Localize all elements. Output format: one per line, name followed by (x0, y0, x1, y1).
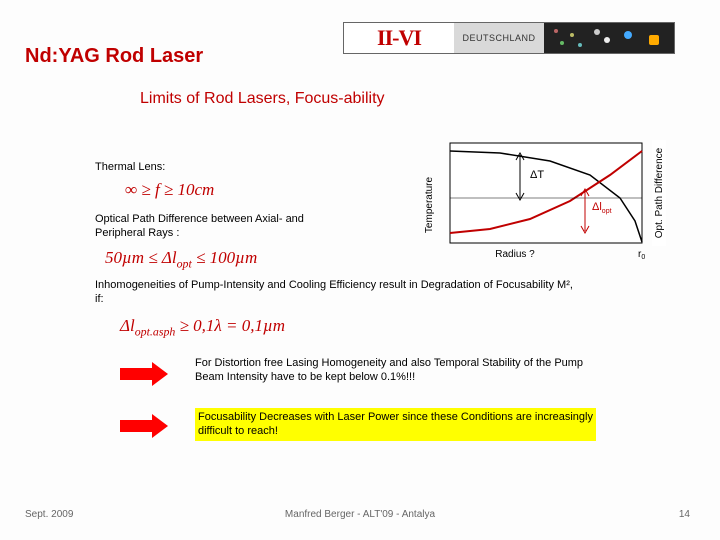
eq2-sub: opt (177, 256, 192, 270)
eq2-right: ≤ 100µm (192, 248, 257, 267)
equation-opd: 50µm ≤ Δlopt ≤ 100µm (105, 248, 257, 271)
x-axis-label: Radius ? (495, 249, 535, 260)
inhomogeneity-label: Inhomogeneities of Pump-Intensity and Co… (95, 278, 575, 307)
thermal-lens-label: Thermal Lens: (95, 160, 165, 174)
company-logo: II-VI DEUTSCHLAND (343, 22, 675, 54)
opd-label: Optical Path Difference between Axial- a… (95, 212, 325, 241)
eq3-right: ≥ 0,1λ = 0,1µm (175, 316, 285, 335)
eq2-left: 50µm ≤ Δl (105, 248, 177, 267)
logo-deutschland: DEUTSCHLAND (454, 23, 544, 53)
temperature-opd-chart: ΔT Δlopt Temperature Opt. Path Differenc… (420, 135, 675, 270)
x-max-label: r0 (638, 249, 645, 261)
y-right-axis-label: Opt. Path Difference (654, 147, 665, 238)
eq3-left: Δl (120, 316, 135, 335)
footer-page-number: 14 (679, 509, 690, 520)
footer-author: Manfred Berger - ALT'09 - Antalya (0, 509, 720, 520)
page-subtitle: Limits of Rod Lasers, Focus-ability (140, 90, 385, 108)
logo-roman-numeral: II-VI (344, 23, 454, 53)
page-title: Nd:YAG Rod Laser (25, 45, 203, 68)
delta-t-label: ΔT (530, 169, 544, 181)
eq3-sub: opt.asph (135, 324, 176, 338)
logo-text: II-VI (377, 25, 421, 51)
note-focusability-decrease: Focusability Decreases with Laser Power … (195, 408, 596, 441)
equation-thermal-lens: ∞ ≥ f ≥ 10cm (125, 180, 214, 200)
note-distortion-free: For Distortion free Lasing Homogeneity a… (195, 356, 595, 385)
equation-asph: Δlopt.asph ≥ 0,1λ = 0,1µm (120, 316, 285, 339)
logo-photo-strip (544, 23, 674, 53)
red-arrow-icon (120, 362, 170, 386)
y-left-axis-label: Temperature (424, 176, 435, 233)
red-arrow-icon (120, 414, 170, 438)
slide: II-VI DEUTSCHLAND Nd:YAG Rod Laser Limit… (0, 0, 720, 540)
